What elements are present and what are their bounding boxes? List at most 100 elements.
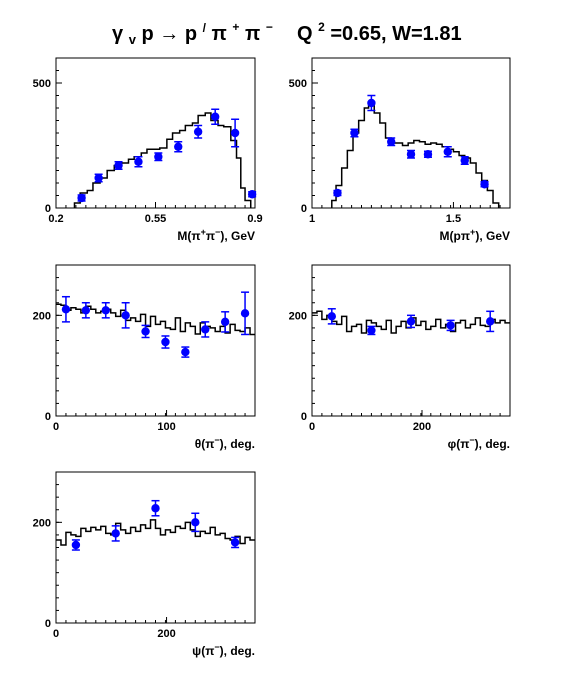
data-point — [94, 173, 103, 183]
data-point — [121, 311, 130, 320]
data-points — [333, 94, 489, 198]
plot-frame — [55, 57, 256, 209]
plot-frame — [311, 264, 511, 417]
plot-frame — [55, 471, 256, 624]
title-pi-minus: π — [245, 23, 260, 45]
title-q2: Q — [297, 23, 313, 45]
data-points — [327, 308, 495, 336]
data-point — [191, 518, 200, 527]
panel-m-pipi: 0.2 0.55 0.9 0 500 M(π+π−), GeV — [33, 57, 263, 243]
data-point — [114, 161, 123, 170]
title-reaction-mid: p → p — [141, 23, 197, 45]
data-points — [77, 108, 257, 203]
axis-ticks: 0 100 0 200 — [33, 277, 246, 433]
title-pi-minus-sup: − — [266, 20, 273, 34]
histogram-line — [331, 104, 500, 208]
panel-psi: 0 200 0 200 ψ(π−), deg. — [33, 471, 256, 658]
data-point — [161, 337, 170, 347]
y-tick-label: 0 — [301, 203, 307, 215]
data-point — [220, 317, 230, 327]
svg-text:γ v p → p /: γ v p → p / π + π − — [112, 14, 273, 49]
x-tick-label: 1.5 — [446, 213, 461, 225]
data-point — [240, 309, 250, 318]
x-tick-label: 0.9 — [247, 213, 262, 225]
data-point — [193, 127, 203, 136]
data-point — [211, 112, 220, 121]
x-tick-label: 200 — [413, 421, 431, 433]
panel-m-ppi: 1 1.5 0 500 M(pπ+), GeV — [289, 57, 511, 243]
x-axis-label: M(pπ+), GeV — [440, 227, 510, 243]
data-point — [81, 306, 91, 315]
x-tick-label: 0 — [309, 421, 315, 433]
title-pi-plus-sup: + — [232, 20, 239, 34]
x-axis-label: M(π+π−), GeV — [177, 227, 255, 243]
y-tick-label: 200 — [33, 310, 51, 322]
data-point — [367, 98, 376, 108]
histogram-line — [56, 519, 255, 546]
x-tick-label: 0 — [53, 628, 59, 640]
data-point — [154, 152, 163, 161]
data-point — [77, 193, 86, 203]
histogram-line — [56, 303, 255, 336]
y-tick-label: 0 — [45, 618, 51, 630]
data-point — [486, 317, 495, 326]
data-point — [387, 137, 396, 146]
x-axis-label: φ(π−), deg. — [448, 435, 510, 451]
x-tick-label: 1 — [309, 213, 315, 225]
data-point — [111, 529, 120, 538]
axis-ticks: 0 200 0 200 — [289, 277, 501, 433]
y-tick-label: 500 — [33, 78, 51, 90]
panel-theta: 0 100 0 200 θ(π−), deg. — [33, 264, 256, 451]
data-point — [446, 321, 455, 330]
y-tick-label: 0 — [45, 203, 51, 215]
data-point — [367, 326, 376, 335]
x-tick-label: 0 — [53, 421, 59, 433]
title-q2-sup: 2 — [318, 20, 325, 34]
y-tick-label: 200 — [289, 310, 307, 322]
plot-frame — [55, 264, 256, 417]
data-point — [71, 540, 81, 550]
data-point — [174, 142, 183, 151]
panel-phi: 0 200 0 200 φ(π−), deg. — [289, 264, 511, 451]
data-points — [71, 499, 240, 551]
x-axis-label: ψ(π−), deg. — [192, 642, 255, 658]
x-tick-label: 200 — [157, 628, 175, 640]
axis-ticks: 0.2 0.55 0.9 0 500 — [33, 70, 263, 225]
title-gamma-sub: v — [129, 32, 137, 47]
x-axis-label: θ(π−), deg. — [195, 435, 255, 451]
figure-title: γ v p → p / π + π − Q 2 =0.65, W=1.81 — [112, 14, 462, 49]
data-point — [247, 190, 257, 199]
data-point — [423, 150, 433, 159]
title-pi-plus: π — [212, 23, 227, 45]
data-point — [230, 538, 240, 547]
data-point — [181, 347, 190, 357]
svg-text:Q 2 =0.65, W=1.81: Q 2 =0.65, W=1.81 — [297, 14, 462, 45]
y-tick-label: 0 — [45, 411, 51, 423]
data-point — [480, 180, 489, 189]
y-tick-label: 0 — [301, 411, 307, 423]
y-tick-label: 200 — [33, 517, 51, 529]
y-tick-label: 500 — [289, 78, 307, 90]
data-point — [460, 156, 469, 165]
data-point — [230, 128, 240, 138]
data-point — [151, 504, 160, 513]
data-point — [443, 147, 452, 156]
histogram-line — [73, 112, 252, 208]
title-q2-value: =0.65, W=1.81 — [330, 23, 461, 45]
title-prime: / — [203, 21, 207, 35]
x-tick-label: 0.55 — [145, 213, 166, 225]
x-tick-label: 0.2 — [48, 213, 63, 225]
data-point — [61, 305, 71, 314]
data-point — [333, 188, 342, 198]
data-points — [61, 291, 250, 358]
data-point — [327, 312, 336, 321]
data-point — [201, 325, 210, 334]
data-point — [141, 327, 150, 336]
data-point — [134, 157, 143, 166]
data-point — [350, 128, 359, 138]
data-point — [406, 150, 416, 159]
data-point — [101, 306, 110, 315]
data-point — [406, 317, 416, 326]
axis-ticks: 1 1.5 0 500 — [289, 70, 501, 225]
